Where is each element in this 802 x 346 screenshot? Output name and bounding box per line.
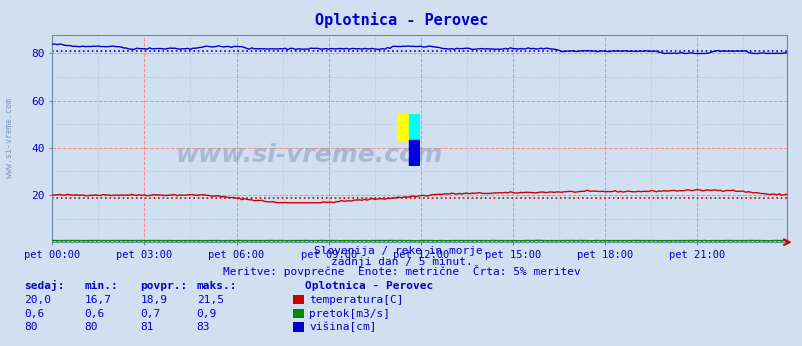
Text: pretok[m3/s]: pretok[m3/s] — [309, 309, 390, 319]
Text: 21,5: 21,5 — [196, 295, 224, 305]
Text: 18,9: 18,9 — [140, 295, 168, 305]
Bar — [408, 140, 419, 166]
Text: 0,6: 0,6 — [84, 309, 104, 319]
Text: 16,7: 16,7 — [84, 295, 111, 305]
Bar — [408, 114, 419, 140]
Text: www.si-vreme.com: www.si-vreme.com — [5, 98, 14, 179]
Text: www.si-vreme.com: www.si-vreme.com — [176, 143, 443, 167]
Text: sedaj:: sedaj: — [24, 280, 64, 291]
Text: min.:: min.: — [84, 281, 118, 291]
Text: Meritve: povprečne  Enote: metrične  Črta: 5% meritev: Meritve: povprečne Enote: metrične Črta:… — [222, 265, 580, 277]
Text: 0,7: 0,7 — [140, 309, 160, 319]
Text: zadnji dan / 5 minut.: zadnji dan / 5 minut. — [330, 257, 472, 267]
Text: 0,6: 0,6 — [24, 309, 44, 319]
Text: maks.:: maks.: — [196, 281, 237, 291]
Text: 80: 80 — [84, 322, 98, 333]
Text: 20,0: 20,0 — [24, 295, 51, 305]
Text: Oplotnica - Perovec: Oplotnica - Perovec — [314, 12, 488, 28]
Text: povpr.:: povpr.: — [140, 281, 188, 291]
Text: višina[cm]: višina[cm] — [309, 322, 376, 333]
Text: 0,9: 0,9 — [196, 309, 217, 319]
Text: Oplotnica - Perovec: Oplotnica - Perovec — [305, 281, 433, 291]
Text: temperatura[C]: temperatura[C] — [309, 295, 403, 305]
Text: Slovenija / reke in morje.: Slovenija / reke in morje. — [314, 246, 488, 256]
Text: 80: 80 — [24, 322, 38, 333]
Bar — [397, 114, 408, 140]
Text: 83: 83 — [196, 322, 210, 333]
Text: 81: 81 — [140, 322, 154, 333]
